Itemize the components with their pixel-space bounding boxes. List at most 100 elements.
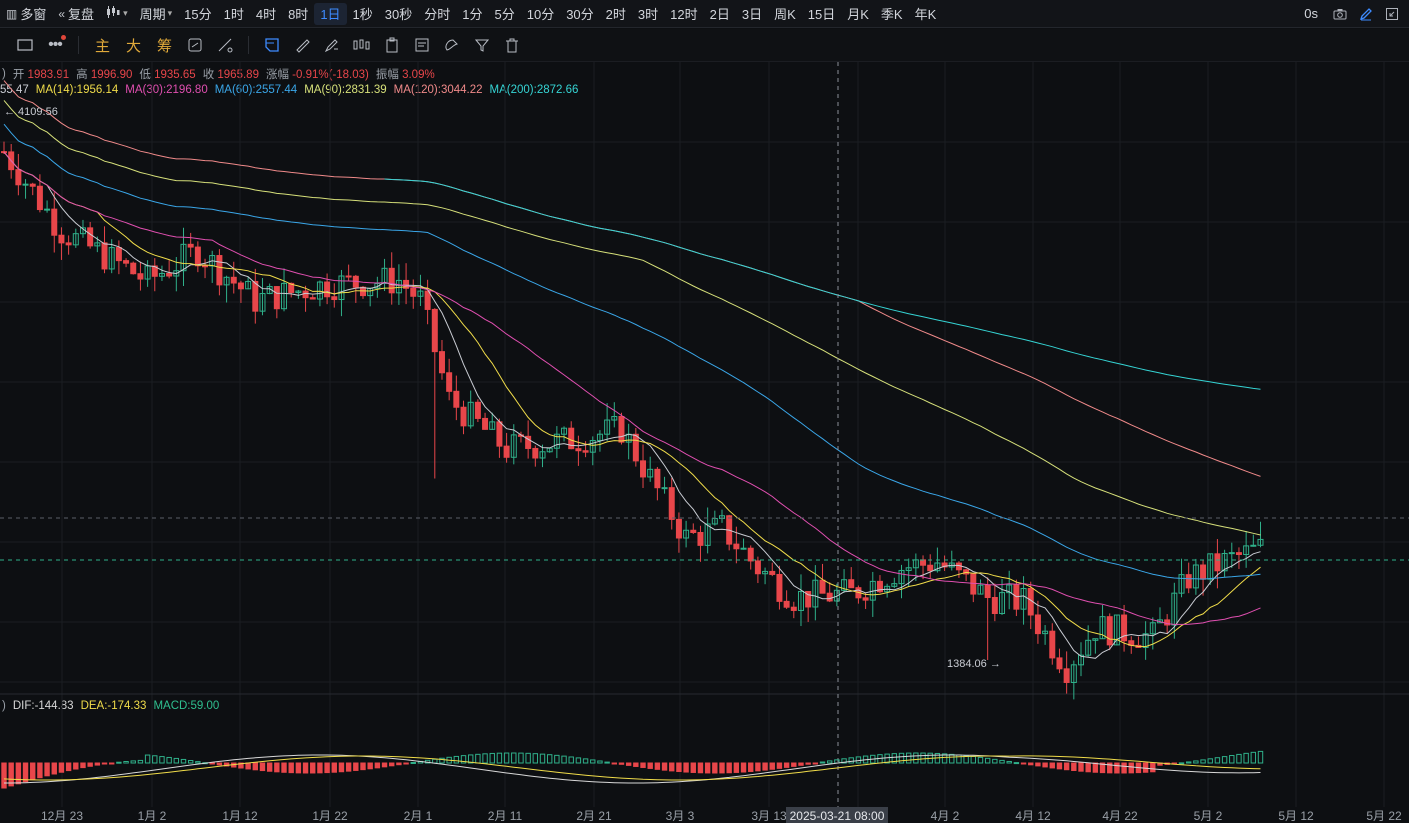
legend-bracket: ) (2, 68, 6, 80)
candle-body (453, 390, 460, 408)
magnet-tool[interactable] (437, 33, 467, 57)
macd-bar (439, 757, 445, 764)
macd-bar (640, 762, 646, 768)
sync-tool[interactable] (180, 33, 210, 57)
x-axis-tick-label: 1月 12 (222, 809, 258, 823)
period-11[interactable]: 30分 (566, 7, 594, 22)
macd-bar (783, 762, 790, 768)
period-2[interactable]: 4时 (255, 7, 277, 22)
main-indicator-button[interactable]: 主 (95, 37, 111, 55)
period-12[interactable]: 2时 (605, 7, 626, 22)
ma-legend-item: MA(30):2196.80 (125, 84, 208, 96)
candle-body (29, 183, 36, 187)
clipboard-tool[interactable] (377, 33, 407, 57)
layout-grid-icon: ▥ (6, 6, 18, 21)
candle-body (561, 427, 568, 435)
high-value: 1996.90 (90, 69, 133, 81)
candle-body (237, 282, 244, 290)
candle-body (697, 531, 704, 546)
more-button[interactable]: ••• (40, 33, 70, 57)
period-21[interactable]: 年K (914, 7, 937, 22)
candle-body (230, 276, 237, 284)
candle-body (166, 272, 173, 277)
candle-body (675, 518, 682, 539)
candlestick-tool[interactable] (347, 33, 377, 57)
filter-tool[interactable] (467, 33, 497, 57)
candle-body (259, 293, 266, 312)
multi-window-button[interactable]: ▥ 多窗 (0, 3, 52, 25)
period-9[interactable]: 5分 (494, 7, 515, 22)
macd-bar (274, 762, 280, 773)
chart-type-button[interactable]: ▾ (100, 3, 134, 25)
candle-body (891, 583, 898, 587)
macd-bar (51, 762, 57, 775)
period-1[interactable]: 1时 (223, 7, 244, 22)
macd-bar (1221, 756, 1228, 764)
period-13[interactable]: 3时 (637, 7, 659, 22)
period-17[interactable]: 周K (774, 7, 796, 22)
period-0[interactable]: 15分 (184, 7, 212, 22)
period-16[interactable]: 3日 (741, 7, 763, 22)
period-10[interactable]: 10分 (526, 7, 555, 22)
macd-bar (726, 762, 732, 774)
replay-button[interactable]: « 复盘 (52, 3, 100, 25)
macd-bar (22, 762, 29, 783)
candle-body (618, 416, 625, 443)
macd-bar (403, 762, 409, 765)
ruler-tool[interactable] (287, 33, 317, 57)
period-6[interactable]: 30秒 (384, 7, 413, 22)
camera-icon[interactable] (1329, 3, 1351, 25)
x-axis-tick-label: 5月 2 (1194, 809, 1223, 823)
period-dropdown[interactable]: 周期 ▾ (134, 3, 179, 25)
delete-tool[interactable] (497, 33, 527, 57)
dea-line (3, 755, 1261, 781)
measure-icon (218, 38, 233, 53)
double-chevron-left-icon: « (58, 6, 66, 21)
period-3[interactable]: 8时 (288, 7, 309, 22)
macd-legend: ) DIF:-144.83 DEA:-174.33 MACD:59.00 (0, 700, 219, 712)
candle-body (324, 281, 331, 298)
rectangle-tool[interactable] (10, 33, 40, 57)
macd-bar (625, 762, 632, 766)
macd-bar (87, 762, 93, 767)
candle-body (762, 570, 769, 575)
candle-body (1171, 592, 1178, 626)
candle-body (115, 247, 122, 262)
candle-body (15, 169, 22, 186)
period-18[interactable]: 15日 (807, 7, 836, 22)
candle-body (302, 290, 309, 299)
period-20[interactable]: 季K (880, 7, 903, 22)
period-4[interactable]: 1日 (314, 2, 347, 25)
period-15[interactable]: 2日 (709, 7, 730, 22)
chevron-down-icon: ▾ (167, 8, 173, 18)
macd-bar (1006, 760, 1012, 764)
period-7[interactable]: 分时 (424, 7, 451, 22)
notes-tool[interactable] (407, 33, 437, 57)
large-order-button[interactable]: 大 (126, 37, 142, 55)
annotation-tool[interactable] (257, 33, 287, 57)
dif-line (4, 754, 1261, 784)
macd-bar (776, 762, 783, 769)
macd-bar (748, 762, 754, 772)
period-14[interactable]: 12时 (670, 7, 698, 22)
candle-body (331, 296, 338, 301)
period-8[interactable]: 1分 (462, 7, 483, 22)
candle-body (281, 282, 288, 310)
measure-tool[interactable] (210, 33, 240, 57)
macd-bar (633, 762, 639, 767)
candle-body (1056, 657, 1063, 670)
brush-tool[interactable] (317, 33, 347, 57)
period-5[interactable]: 1秒 (352, 7, 373, 22)
minimize-icon[interactable] (1381, 3, 1403, 25)
candle-body (58, 234, 65, 244)
macd-bar (8, 762, 14, 787)
macd-bar (1243, 752, 1249, 764)
candle-body (345, 275, 352, 278)
pencil-icon[interactable] (1355, 3, 1377, 25)
macd-bar (324, 762, 330, 774)
chip-distribution-button[interactable]: 筹 (157, 37, 173, 55)
macd-bar (1, 762, 7, 789)
period-19[interactable]: 月K (847, 7, 869, 22)
price-chart[interactable]: ← 4109.56 1384.06 → 12月 23 1月 2 1月 12 1月 22 2月… (0, 62, 1409, 823)
candle-body (575, 448, 582, 452)
